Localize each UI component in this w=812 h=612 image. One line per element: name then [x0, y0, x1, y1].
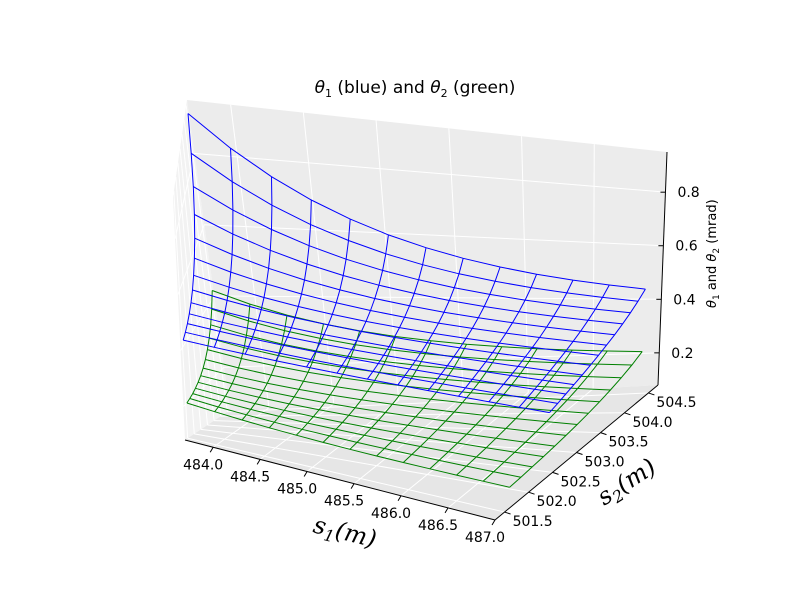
y-tick-mark	[648, 392, 655, 396]
blue-surface-line	[193, 274, 599, 356]
grid-line-left-z	[182, 366, 225, 407]
grid-line-wall-y	[185, 105, 228, 412]
grid-line-wall-y	[181, 134, 215, 421]
green-surface	[186, 290, 643, 488]
y-tick-mark	[624, 412, 631, 416]
grid-line-wall-y	[183, 119, 222, 417]
x-tick-label: 487.0	[465, 530, 505, 546]
blue-surface-line	[194, 237, 615, 336]
z-tick-label: 0.8	[677, 185, 699, 201]
y-tick-mark	[528, 491, 535, 495]
green-surface-line	[186, 402, 510, 488]
y-tick-label: 504.0	[632, 415, 672, 431]
green-surface-line	[210, 324, 622, 379]
grid-line-right-z	[204, 224, 664, 247]
grid-line-wall-x	[448, 128, 464, 397]
grid-line-wall-y	[179, 148, 208, 426]
green-surface-line	[195, 387, 544, 458]
grid-line-right-z	[194, 152, 666, 193]
z-tick-label: 0.4	[673, 292, 695, 308]
green-surface-line	[211, 308, 632, 366]
y-tick-label: 503.5	[608, 435, 648, 451]
grid-line-wall-x	[230, 104, 270, 408]
y-tick-label: 503.0	[585, 455, 625, 471]
z-tick-label: 0.2	[671, 346, 693, 362]
grid-line-right-z	[214, 295, 662, 300]
x-tick-mark	[444, 507, 449, 514]
x-tick-label: 486.5	[418, 518, 458, 534]
x-axis-label: s1(m)	[310, 511, 380, 557]
green-surface-line	[202, 367, 578, 425]
blue-surface	[182, 113, 646, 414]
back-pane-right	[187, 100, 667, 410]
y-tick-mark	[576, 452, 583, 455]
grid-line-left-z	[174, 153, 195, 240]
blue-surface-line	[190, 152, 639, 302]
green-surface-line	[212, 290, 643, 353]
blue-surface-line	[183, 339, 550, 414]
grid-line-floor-y	[220, 412, 625, 417]
x-tick-label: 484.0	[183, 457, 223, 473]
y-ticks: 501.5 502.0 502.5 503.0 503.5 504.0 504.5	[504, 392, 697, 530]
blue-surface-line	[192, 289, 591, 366]
x-tick-label: 485.0	[277, 482, 317, 498]
x-tick-label: 485.5	[324, 494, 364, 510]
grid-line-left-z	[180, 295, 215, 351]
x-tick-label: 486.0	[371, 506, 411, 522]
x-tick-mark	[209, 447, 214, 453]
y-tick-mark	[504, 511, 511, 515]
green-surface-line	[192, 393, 533, 468]
grid-line-floor-y	[187, 437, 505, 513]
grid-line-wall-x	[521, 136, 529, 393]
grid-line-wall-x	[375, 120, 400, 401]
blue-surface-line	[194, 214, 623, 325]
y-tick-label: 501.5	[513, 514, 553, 530]
y-tick-label: 504.5	[656, 395, 696, 411]
grid-line-wall-x	[302, 112, 335, 404]
grid-line-left-z	[177, 224, 205, 295]
x-tick-mark	[303, 471, 308, 477]
grid-line-floor-y	[207, 424, 577, 453]
blue-surface-line	[189, 313, 575, 386]
green-surface-line	[189, 398, 521, 478]
blue-surface-line	[190, 302, 583, 376]
blue-surface-line	[193, 186, 631, 314]
grid-line-floor-y	[214, 420, 601, 434]
chart-title: θ1 (blue) and θ2 (green)	[315, 78, 516, 100]
y-tick-label: 502.5	[561, 474, 601, 490]
y-tick-mark	[552, 471, 559, 475]
blue-surface-line	[187, 113, 646, 290]
grid-line-wall-x	[592, 144, 595, 389]
z-axis-label: θ1 and θ2 (mrad)	[705, 199, 722, 308]
x-tick-mark	[397, 495, 402, 502]
blue-surface-line	[187, 323, 566, 395]
z-ticks: 0.2 0.4 0.6 0.8	[654, 185, 700, 362]
grid-line-floor-y	[194, 433, 529, 493]
grid-line-floor-y	[200, 428, 553, 473]
x-axis-line	[184, 439, 496, 521]
z-axis-line	[657, 151, 668, 386]
x-ticks: 484.0 484.5 485.0 485.5 486.0 486.5 487.0	[183, 447, 505, 546]
y-tick-label: 502.0	[537, 494, 577, 510]
x-tick-label: 484.5	[230, 469, 270, 485]
blue-surface-line	[185, 331, 558, 404]
x-tick-mark	[256, 459, 261, 465]
x-tick-mark	[350, 483, 355, 489]
green-surface-line	[200, 375, 567, 436]
x-tick-mark	[491, 519, 496, 526]
z-tick-label: 0.6	[675, 239, 697, 255]
floor-pane	[185, 385, 658, 520]
pane-group	[173, 100, 667, 520]
green-surface-line	[197, 381, 555, 447]
blue-surface-line	[194, 257, 607, 346]
y-tick-mark	[600, 432, 607, 436]
grid-line-floor-y	[227, 392, 649, 413]
